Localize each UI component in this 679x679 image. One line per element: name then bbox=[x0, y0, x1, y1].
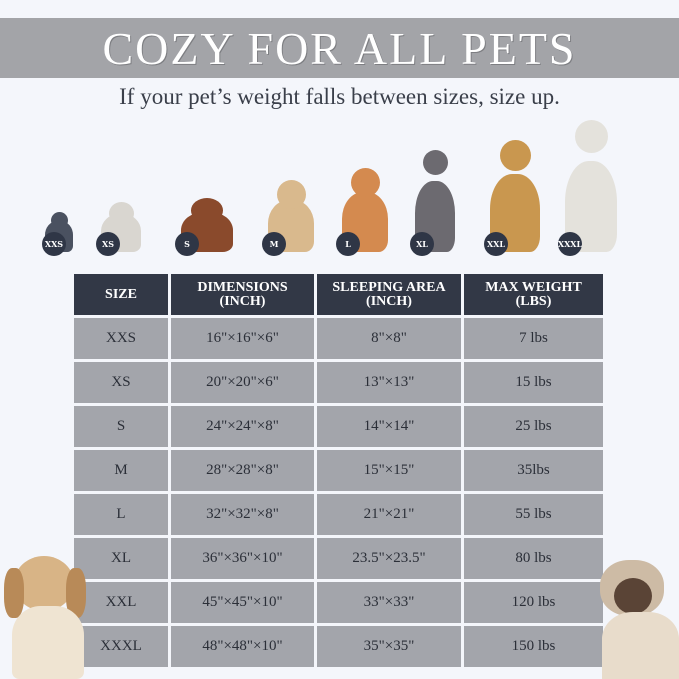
size-badge: S bbox=[175, 232, 199, 256]
size-badge: L bbox=[336, 232, 360, 256]
table-cell: 25 lbs bbox=[464, 406, 603, 447]
pet-head bbox=[50, 212, 68, 229]
table-row: XXS 16"×16"×6" 8"×8" 7 lbs bbox=[74, 318, 603, 359]
table-cell: 55 lbs bbox=[464, 494, 603, 535]
table-cell: XXS bbox=[74, 318, 168, 359]
table-cell: 21"×21" bbox=[317, 494, 461, 535]
pet-head bbox=[574, 120, 608, 153]
size-badge: XXXL bbox=[558, 232, 582, 256]
table-cell: XS bbox=[74, 362, 168, 403]
table-cell: 80 lbs bbox=[464, 538, 603, 579]
pet-xl: XL bbox=[410, 150, 460, 260]
pet-head bbox=[108, 202, 134, 226]
table-row: M 28"×28"×8" 15"×15" 35lbs bbox=[74, 450, 603, 491]
table-cell: XXL bbox=[74, 582, 168, 623]
table-cell: 35lbs bbox=[464, 450, 603, 491]
cat-photo bbox=[596, 552, 679, 679]
table-row: XL 36"×36"×10" 23.5"×23.5" 80 lbs bbox=[74, 538, 603, 579]
table-cell: XXXL bbox=[74, 626, 168, 667]
pet-head bbox=[350, 168, 380, 197]
pet-head bbox=[191, 198, 223, 223]
table-row: XS 20"×20"×6" 13"×13" 15 lbs bbox=[74, 362, 603, 403]
pet-head bbox=[422, 150, 448, 175]
table-cell: 7 lbs bbox=[464, 318, 603, 359]
pet-head bbox=[276, 180, 306, 209]
table-row: XXL 45"×45"×10" 33"×33" 120 lbs bbox=[74, 582, 603, 623]
pet-l: L bbox=[336, 168, 394, 260]
dog-photo bbox=[4, 556, 90, 679]
table-row: XXXL 48"×48"×10" 35"×35" 150 lbs bbox=[74, 626, 603, 667]
title-banner: COZY FOR ALL PETS bbox=[0, 18, 679, 78]
table-cell: 33"×33" bbox=[317, 582, 461, 623]
pet-m: M bbox=[262, 180, 320, 260]
table-cell: 23.5"×23.5" bbox=[317, 538, 461, 579]
table-cell: 8"×8" bbox=[317, 318, 461, 359]
column-header: DIMENSIONS (INCH) bbox=[171, 274, 314, 315]
table-cell: L bbox=[74, 494, 168, 535]
table-cell: 15"×15" bbox=[317, 450, 461, 491]
size-badge: XL bbox=[410, 232, 434, 256]
table-cell: 120 lbs bbox=[464, 582, 603, 623]
pet-xs: XS bbox=[96, 202, 146, 260]
size-table: SIZE DIMENSIONS (INCH) SLEEPING AREA (INCH… bbox=[71, 271, 606, 670]
table-cell: M bbox=[74, 450, 168, 491]
table-cell: 16"×16"×6" bbox=[171, 318, 314, 359]
size-badge: XXL bbox=[484, 232, 508, 256]
size-badge: XS bbox=[96, 232, 120, 256]
table-cell: 48"×48"×10" bbox=[171, 626, 314, 667]
table-cell: 15 lbs bbox=[464, 362, 603, 403]
size-badge: XXS bbox=[42, 232, 66, 256]
table-cell: 45"×45"×10" bbox=[171, 582, 314, 623]
table-cell: 36"×36"×10" bbox=[171, 538, 314, 579]
pet-size-lineup: XXS XS S M L XL XXL XXXL bbox=[0, 110, 679, 260]
pet-s: S bbox=[175, 198, 239, 260]
table-row: L 32"×32"×8" 21"×21" 55 lbs bbox=[74, 494, 603, 535]
pet-head bbox=[499, 140, 531, 171]
column-header: MAX WEIGHT (LBS) bbox=[464, 274, 603, 315]
table-cell: 13"×13" bbox=[317, 362, 461, 403]
table-cell: XL bbox=[74, 538, 168, 579]
table-cell: 28"×28"×8" bbox=[171, 450, 314, 491]
table-row: S 24"×24"×8" 14"×14" 25 lbs bbox=[74, 406, 603, 447]
table-cell: 20"×20"×6" bbox=[171, 362, 314, 403]
table-cell: 150 lbs bbox=[464, 626, 603, 667]
page-title: COZY FOR ALL PETS bbox=[102, 22, 577, 74]
pet-xxs: XXS bbox=[42, 212, 76, 260]
table-cell: 35"×35" bbox=[317, 626, 461, 667]
column-header: SIZE bbox=[74, 274, 168, 315]
table-cell: S bbox=[74, 406, 168, 447]
subtitle: If your pet’s weight falls between sizes… bbox=[119, 84, 560, 109]
column-header: SLEEPING AREA (INCH) bbox=[317, 274, 461, 315]
pet-xxl: XXL bbox=[484, 140, 546, 260]
size-badge: M bbox=[262, 232, 286, 256]
table-cell: 32"×32"×8" bbox=[171, 494, 314, 535]
table-cell: 14"×14" bbox=[317, 406, 461, 447]
table-cell: 24"×24"×8" bbox=[171, 406, 314, 447]
pet-xxxl: XXXL bbox=[558, 120, 624, 260]
